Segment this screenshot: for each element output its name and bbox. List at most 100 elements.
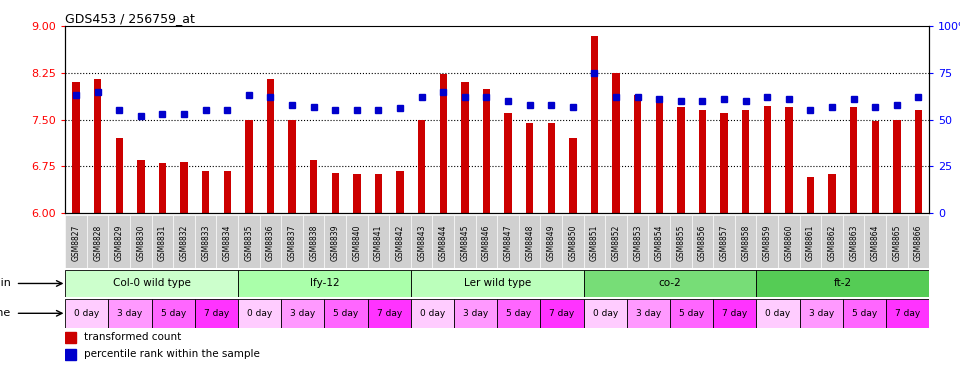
Bar [504, 113, 512, 213]
Bar [886, 299, 929, 328]
Bar [115, 138, 123, 213]
Bar [238, 215, 259, 268]
Bar [267, 79, 275, 213]
Text: GSM8859: GSM8859 [763, 224, 772, 261]
Bar [346, 215, 368, 268]
Text: GSM8836: GSM8836 [266, 224, 275, 261]
Text: GSM8835: GSM8835 [245, 224, 253, 261]
Text: GSM8853: GSM8853 [634, 224, 642, 261]
Bar [483, 89, 491, 213]
Bar [540, 215, 563, 268]
Bar [65, 270, 238, 297]
Bar [850, 107, 857, 213]
Bar [411, 215, 432, 268]
Bar [756, 215, 779, 268]
Text: GDS453 / 256759_at: GDS453 / 256759_at [65, 12, 195, 25]
Bar [396, 171, 404, 213]
Bar [368, 299, 411, 328]
Text: 3 day: 3 day [117, 309, 143, 318]
Text: GSM8865: GSM8865 [893, 224, 901, 261]
Text: GSM8850: GSM8850 [568, 224, 577, 261]
Text: GSM8855: GSM8855 [677, 224, 685, 261]
Bar [418, 120, 425, 213]
Text: 5 day: 5 day [506, 309, 532, 318]
Bar [259, 215, 281, 268]
Bar [238, 299, 281, 328]
Bar [353, 174, 361, 213]
Bar [238, 270, 411, 297]
Bar [72, 82, 80, 213]
Bar [677, 107, 684, 213]
Bar [303, 215, 324, 268]
Bar [526, 123, 534, 213]
Bar [137, 160, 145, 213]
Bar [454, 215, 476, 268]
Bar [806, 177, 814, 213]
Text: GSM8856: GSM8856 [698, 224, 707, 261]
Bar [454, 299, 497, 328]
Bar [606, 215, 627, 268]
Text: GSM8827: GSM8827 [72, 224, 81, 261]
Text: GSM8841: GSM8841 [374, 224, 383, 261]
Text: GSM8839: GSM8839 [331, 224, 340, 261]
Bar [461, 82, 468, 213]
Text: Ler wild type: Ler wild type [464, 279, 531, 288]
Bar [670, 299, 713, 328]
Text: 0 day: 0 day [420, 309, 445, 318]
Bar [440, 74, 447, 213]
Text: GSM8832: GSM8832 [180, 224, 188, 261]
Text: GSM8840: GSM8840 [352, 224, 361, 261]
Text: GSM8864: GSM8864 [871, 224, 879, 261]
Text: percentile rank within the sample: percentile rank within the sample [84, 350, 260, 359]
Text: GSM8844: GSM8844 [439, 224, 447, 261]
Bar [411, 299, 454, 328]
Text: GSM8852: GSM8852 [612, 224, 620, 261]
Bar [374, 174, 382, 213]
Bar [130, 215, 152, 268]
Text: Col-0 wild type: Col-0 wild type [112, 279, 191, 288]
Bar [224, 171, 231, 213]
Bar [158, 163, 166, 213]
Bar [195, 299, 238, 328]
Bar [65, 215, 86, 268]
Bar [65, 332, 76, 343]
Bar [843, 299, 886, 328]
Bar [908, 215, 929, 268]
Text: co-2: co-2 [659, 279, 682, 288]
Bar [915, 111, 923, 213]
Text: GSM8828: GSM8828 [93, 224, 102, 261]
Bar [288, 120, 296, 213]
Text: transformed count: transformed count [84, 332, 181, 343]
Bar [331, 172, 339, 213]
Text: GSM8858: GSM8858 [741, 224, 750, 261]
Bar [547, 123, 555, 213]
Bar [310, 160, 318, 213]
Text: 3 day: 3 day [290, 309, 316, 318]
Bar [843, 215, 865, 268]
Text: GSM8849: GSM8849 [547, 224, 556, 261]
Text: GSM8851: GSM8851 [590, 224, 599, 261]
Bar [108, 299, 152, 328]
Text: 7 day: 7 day [376, 309, 402, 318]
Text: GSM8830: GSM8830 [136, 224, 145, 261]
Bar [368, 215, 390, 268]
Text: GSM8842: GSM8842 [396, 224, 404, 261]
Bar [785, 107, 793, 213]
Bar [569, 138, 577, 213]
Bar [152, 215, 173, 268]
Bar [497, 215, 518, 268]
Text: 3 day: 3 day [808, 309, 834, 318]
Text: 5 day: 5 day [852, 309, 877, 318]
Bar [540, 299, 584, 328]
Bar [886, 215, 908, 268]
Text: GSM8833: GSM8833 [202, 224, 210, 261]
Bar [612, 73, 620, 213]
Bar [202, 171, 209, 213]
Bar [800, 299, 843, 328]
Bar [563, 215, 584, 268]
Bar [94, 79, 102, 213]
Bar [108, 215, 131, 268]
Text: 0 day: 0 day [74, 309, 100, 318]
Text: 7 day: 7 day [549, 309, 575, 318]
Bar [865, 215, 886, 268]
